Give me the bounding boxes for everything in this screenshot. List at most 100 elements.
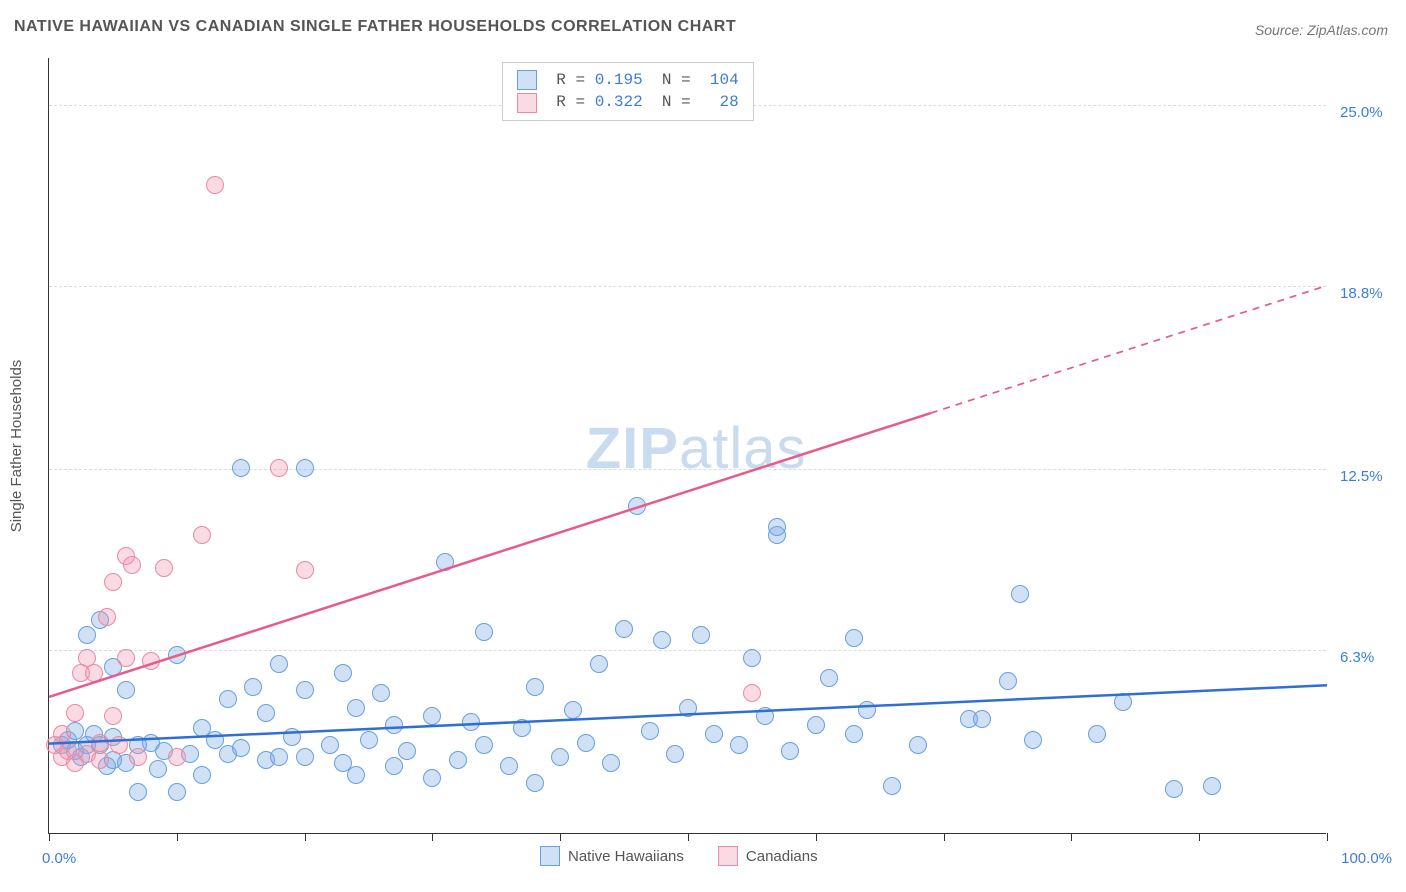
y-tick-label: 18.8% [1340, 285, 1383, 302]
data-point-hawaiians [296, 748, 314, 766]
data-point-hawaiians [244, 678, 262, 696]
data-point-canadians [104, 707, 122, 725]
data-point-hawaiians [973, 710, 991, 728]
data-point-hawaiians [462, 713, 480, 731]
legend-swatch-canadians [718, 846, 738, 866]
data-point-hawaiians [232, 459, 250, 477]
y-tick-label: 25.0% [1340, 104, 1383, 121]
data-point-hawaiians [321, 736, 339, 754]
data-point-hawaiians [807, 716, 825, 734]
data-point-hawaiians [653, 631, 671, 649]
gridline [49, 650, 1326, 651]
y-tick-label: 12.5% [1340, 468, 1383, 485]
data-point-hawaiians [270, 655, 288, 673]
data-point-hawaiians [449, 751, 467, 769]
data-point-hawaiians [347, 699, 365, 717]
data-point-canadians [206, 176, 224, 194]
x-tick [688, 833, 689, 841]
data-point-hawaiians [232, 739, 250, 757]
data-point-hawaiians [666, 745, 684, 763]
legend-label-canadians: Canadians [746, 848, 818, 865]
data-point-hawaiians [526, 774, 544, 792]
data-point-hawaiians [436, 553, 454, 571]
data-point-canadians [155, 559, 173, 577]
x-tick [432, 833, 433, 841]
x-tick [305, 833, 306, 841]
source-label: Source: ZipAtlas.com [1255, 22, 1388, 38]
data-point-hawaiians [347, 766, 365, 784]
y-tick-label: 6.3% [1340, 649, 1374, 666]
data-point-hawaiians [883, 777, 901, 795]
data-point-hawaiians [500, 757, 518, 775]
legend-correlation: R = 0.195 N = 104 R = 0.322 N = 28 [502, 62, 754, 121]
data-point-hawaiians [602, 754, 620, 772]
data-point-hawaiians [1088, 725, 1106, 743]
legend-swatch-hawaiians [517, 70, 537, 90]
data-point-hawaiians [78, 626, 96, 644]
data-point-hawaiians [168, 646, 186, 664]
data-point-hawaiians [641, 722, 659, 740]
data-point-hawaiians [628, 497, 646, 515]
data-point-hawaiians [1024, 731, 1042, 749]
data-point-hawaiians [283, 728, 301, 746]
data-point-hawaiians [475, 623, 493, 641]
data-point-hawaiians [149, 760, 167, 778]
data-point-hawaiians [1165, 780, 1183, 798]
data-point-hawaiians [705, 725, 723, 743]
x-tick [1071, 833, 1072, 841]
data-point-hawaiians [858, 701, 876, 719]
trend-overlay [49, 58, 1327, 834]
data-point-hawaiians [372, 684, 390, 702]
data-point-hawaiians [219, 690, 237, 708]
legend-row-canadians: R = 0.322 N = 28 [517, 91, 739, 113]
x-tick [816, 833, 817, 841]
data-point-canadians [98, 608, 116, 626]
data-point-hawaiians [423, 707, 441, 725]
data-point-hawaiians [820, 669, 838, 687]
data-point-canadians [66, 704, 84, 722]
legend-row-hawaiians: R = 0.195 N = 104 [517, 69, 739, 91]
x-axis-min-label: 0.0% [42, 850, 76, 867]
data-point-canadians [91, 734, 109, 752]
data-point-hawaiians [845, 725, 863, 743]
data-point-hawaiians [206, 731, 224, 749]
data-point-hawaiians [692, 626, 710, 644]
data-point-hawaiians [398, 742, 416, 760]
x-tick [560, 833, 561, 841]
gridline [49, 286, 1326, 287]
data-point-hawaiians [385, 716, 403, 734]
data-point-canadians [117, 649, 135, 667]
data-point-hawaiians [117, 681, 135, 699]
data-point-hawaiians [768, 518, 786, 536]
x-tick [1327, 833, 1328, 841]
legend-swatch-canadians [517, 93, 537, 113]
data-point-hawaiians [999, 672, 1017, 690]
data-point-canadians [168, 748, 186, 766]
data-point-hawaiians [168, 783, 186, 801]
data-point-hawaiians [909, 736, 927, 754]
x-tick [177, 833, 178, 841]
legend-swatch-hawaiians [540, 846, 560, 866]
data-point-hawaiians [257, 704, 275, 722]
data-point-hawaiians [730, 736, 748, 754]
data-point-hawaiians [679, 699, 697, 717]
data-point-hawaiians [564, 701, 582, 719]
data-point-canadians [123, 556, 141, 574]
data-point-hawaiians [296, 459, 314, 477]
data-point-canadians [193, 526, 211, 544]
legend-series: Native HawaiiansCanadians [540, 846, 818, 866]
data-point-hawaiians [513, 719, 531, 737]
data-point-hawaiians [423, 769, 441, 787]
data-point-hawaiians [1114, 693, 1132, 711]
trendline-canadians-extrapolated [931, 286, 1327, 414]
legend-item-canadians: Canadians [718, 846, 818, 866]
data-point-canadians [743, 684, 761, 702]
data-point-hawaiians [590, 655, 608, 673]
data-point-hawaiians [526, 678, 544, 696]
data-point-hawaiians [781, 742, 799, 760]
data-point-hawaiians [360, 731, 378, 749]
data-point-hawaiians [270, 748, 288, 766]
data-point-canadians [104, 573, 122, 591]
x-tick [49, 833, 50, 841]
data-point-hawaiians [577, 734, 595, 752]
